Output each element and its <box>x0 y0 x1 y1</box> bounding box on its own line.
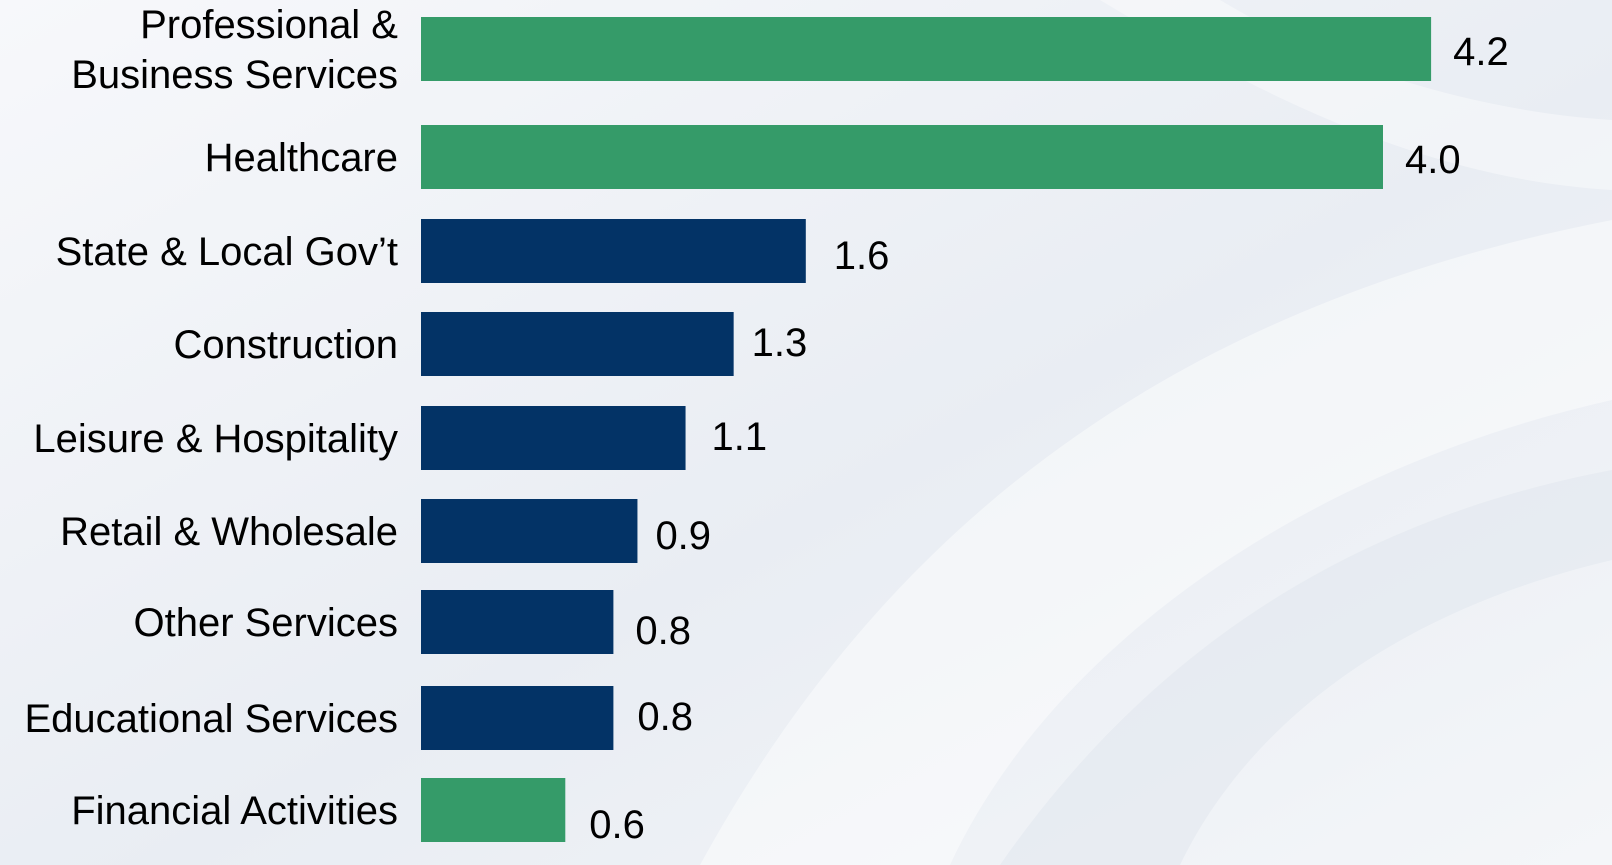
category-label-professional-business-services-line-1: Professional & <box>140 3 398 47</box>
category-labels: Professional & Business Services Healthcar… <box>24 3 398 833</box>
value-label-state-local-gov-t: 1.6 <box>834 234 890 278</box>
category-label-other-services: Other Services <box>133 601 398 645</box>
bar-professional-business-services <box>421 17 1432 81</box>
category-label-state-local-gov-t: State & Local Gov’t <box>56 230 398 274</box>
category-label-healthcare: Healthcare <box>205 136 398 180</box>
bar-financial-activities <box>421 778 566 842</box>
category-label-educational-services: Educational Services <box>24 697 398 741</box>
category-label-leisure-hospitality: Leisure & Hospitality <box>33 417 398 461</box>
bar-retail-wholesale <box>421 499 638 563</box>
bar-healthcare <box>421 125 1383 189</box>
bar-state-local-gov-t <box>421 219 806 283</box>
category-label-retail-wholesale: Retail & Wholesale <box>60 510 398 554</box>
category-label-professional-business-services-line-2: Business Services <box>71 53 398 97</box>
value-label-professional-business-services: 4.2 <box>1453 30 1509 74</box>
bars-group <box>421 17 1432 842</box>
bar-educational-services <box>421 686 614 750</box>
category-label-construction: Construction <box>173 323 398 367</box>
value-label-healthcare: 4.0 <box>1405 138 1461 182</box>
value-label-educational-services: 0.8 <box>637 695 693 739</box>
category-label-financial-activities: Financial Activities <box>71 789 398 833</box>
value-label-other-services: 0.8 <box>635 609 691 653</box>
value-label-leisure-hospitality: 1.1 <box>712 415 768 459</box>
bar-other-services <box>421 590 614 654</box>
value-label-construction: 1.3 <box>752 321 808 365</box>
bar-construction <box>421 312 734 376</box>
value-labels: 4.2 4.0 1.6 1.3 1.1 0.9 0.8 0.8 0.6 <box>589 30 1508 847</box>
bar-leisure-hospitality <box>421 406 686 470</box>
value-label-retail-wholesale: 0.9 <box>655 514 711 558</box>
value-label-financial-activities: 0.6 <box>589 803 645 847</box>
